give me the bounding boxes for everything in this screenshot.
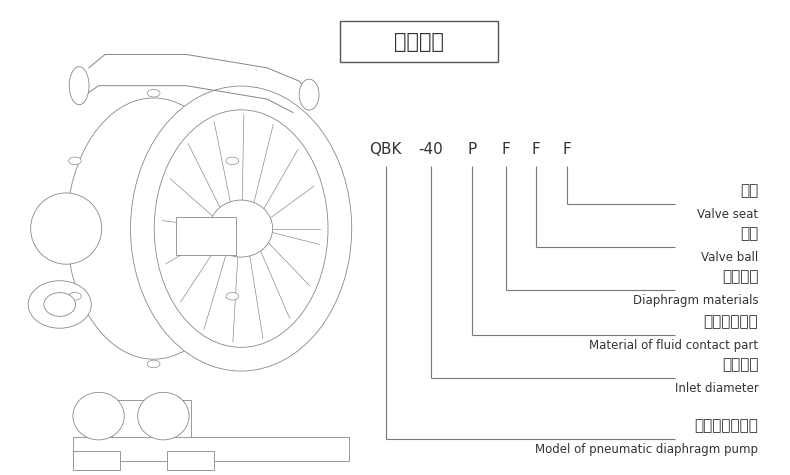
Bar — [73, 437, 349, 461]
Ellipse shape — [130, 86, 352, 371]
Ellipse shape — [137, 392, 189, 440]
Text: Material of fluid contact part: Material of fluid contact part — [589, 339, 758, 352]
Circle shape — [148, 89, 160, 97]
Text: QBK: QBK — [369, 142, 402, 157]
Bar — [73, 451, 120, 470]
Text: 阀球: 阀球 — [740, 226, 758, 241]
Ellipse shape — [31, 193, 102, 264]
Text: F: F — [531, 142, 540, 157]
Circle shape — [147, 360, 160, 368]
Bar — [176, 218, 235, 256]
Circle shape — [226, 293, 239, 300]
Text: P: P — [468, 142, 477, 157]
Ellipse shape — [44, 293, 76, 316]
Text: 隔膜材质: 隔膜材质 — [722, 269, 758, 284]
Ellipse shape — [66, 98, 241, 359]
Text: F: F — [562, 142, 572, 157]
Text: 阀座: 阀座 — [740, 183, 758, 199]
Ellipse shape — [73, 392, 124, 440]
Text: 型号说明: 型号说明 — [393, 31, 444, 52]
Ellipse shape — [70, 66, 89, 104]
Text: 气动隔膜泵型号: 气动隔膜泵型号 — [694, 418, 758, 434]
Ellipse shape — [209, 200, 273, 257]
Bar — [111, 400, 190, 438]
Text: Model of pneumatic diaphragm pump: Model of pneumatic diaphragm pump — [536, 443, 758, 456]
Bar — [167, 451, 214, 470]
Text: 过流部件材质: 过流部件材质 — [704, 314, 758, 329]
Text: 进料口径: 进料口径 — [722, 357, 758, 372]
Bar — [340, 21, 498, 62]
Circle shape — [69, 157, 81, 165]
Text: F: F — [501, 142, 510, 157]
Text: -40: -40 — [418, 142, 443, 157]
Ellipse shape — [28, 281, 92, 328]
Text: Valve seat: Valve seat — [698, 208, 758, 221]
Text: Diaphragm materials: Diaphragm materials — [633, 294, 758, 307]
Circle shape — [69, 293, 81, 300]
Text: Inlet diameter: Inlet diameter — [675, 381, 758, 395]
Ellipse shape — [299, 79, 319, 110]
Text: Valve ball: Valve ball — [702, 251, 758, 264]
Circle shape — [226, 157, 239, 165]
